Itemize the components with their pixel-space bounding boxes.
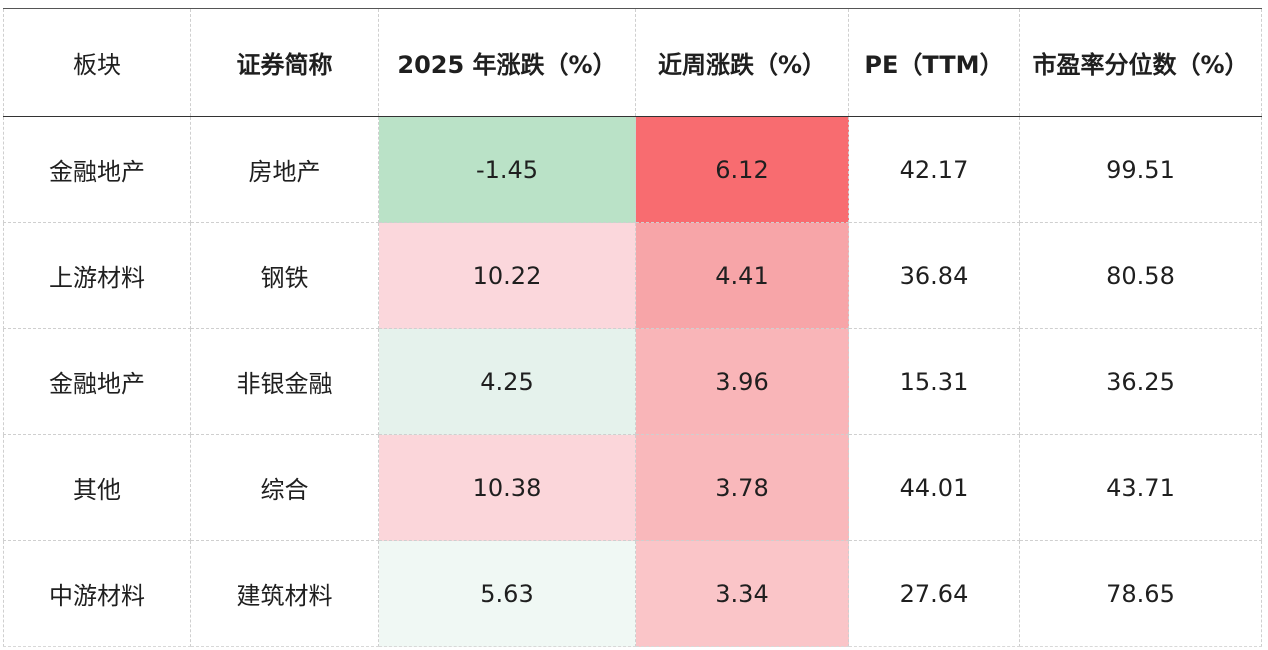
cell-week-change: 4.41 [635, 222, 849, 329]
header-sector: 板块 [3, 8, 191, 117]
table-row: 金融地产 房地产 -1.45 6.12 42.17 99.51 [3, 116, 1262, 223]
cell-week-change: 3.34 [635, 540, 849, 647]
cell-week-change: 3.78 [635, 434, 849, 541]
cell-ytd-change: 5.63 [378, 540, 636, 647]
cell-ytd-change: 10.22 [378, 222, 636, 329]
table-row: 金融地产 非银金融 4.25 3.96 15.31 36.25 [3, 328, 1262, 435]
header-ytd-change: 2025 年涨跌（%） [378, 8, 636, 117]
header-row: 板块 证券简称 2025 年涨跌（%） 近周涨跌（%） PE（TTM） 市盈率分… [3, 8, 1262, 117]
cell-pe-ttm: 15.31 [848, 328, 1020, 435]
cell-pe-ttm: 36.84 [848, 222, 1020, 329]
cell-sector: 金融地产 [3, 116, 191, 223]
header-security-name: 证券简称 [190, 8, 379, 117]
data-table-container: 板块 证券简称 2025 年涨跌（%） 近周涨跌（%） PE（TTM） 市盈率分… [3, 8, 1262, 647]
cell-pe-percentile: 36.25 [1019, 328, 1262, 435]
table-row: 中游材料 建筑材料 5.63 3.34 27.64 78.65 [3, 540, 1262, 647]
cell-ytd-change: -1.45 [378, 116, 636, 223]
cell-ytd-change: 4.25 [378, 328, 636, 435]
sector-performance-table: 板块 证券简称 2025 年涨跌（%） 近周涨跌（%） PE（TTM） 市盈率分… [3, 8, 1262, 647]
cell-week-change: 6.12 [635, 116, 849, 223]
cell-security-name: 建筑材料 [190, 540, 379, 647]
cell-security-name: 钢铁 [190, 222, 379, 329]
cell-security-name: 房地产 [190, 116, 379, 223]
cell-pe-percentile: 99.51 [1019, 116, 1262, 223]
header-week-change: 近周涨跌（%） [635, 8, 849, 117]
cell-pe-ttm: 27.64 [848, 540, 1020, 647]
cell-sector: 中游材料 [3, 540, 191, 647]
cell-pe-ttm: 44.01 [848, 434, 1020, 541]
cell-sector: 上游材料 [3, 222, 191, 329]
cell-pe-percentile: 80.58 [1019, 222, 1262, 329]
cell-sector: 金融地产 [3, 328, 191, 435]
cell-pe-percentile: 43.71 [1019, 434, 1262, 541]
table-row: 上游材料 钢铁 10.22 4.41 36.84 80.58 [3, 222, 1262, 329]
cell-security-name: 非银金融 [190, 328, 379, 435]
table-row: 其他 综合 10.38 3.78 44.01 43.71 [3, 434, 1262, 541]
cell-ytd-change: 10.38 [378, 434, 636, 541]
table-body: 金融地产 房地产 -1.45 6.12 42.17 99.51 上游材料 钢铁 … [3, 116, 1262, 647]
cell-week-change: 3.96 [635, 328, 849, 435]
header-pe-percentile: 市盈率分位数（%） [1019, 8, 1262, 117]
table-header: 板块 证券简称 2025 年涨跌（%） 近周涨跌（%） PE（TTM） 市盈率分… [3, 8, 1262, 117]
cell-pe-percentile: 78.65 [1019, 540, 1262, 647]
cell-sector: 其他 [3, 434, 191, 541]
cell-security-name: 综合 [190, 434, 379, 541]
header-pe-ttm: PE（TTM） [848, 8, 1020, 117]
cell-pe-ttm: 42.17 [848, 116, 1020, 223]
